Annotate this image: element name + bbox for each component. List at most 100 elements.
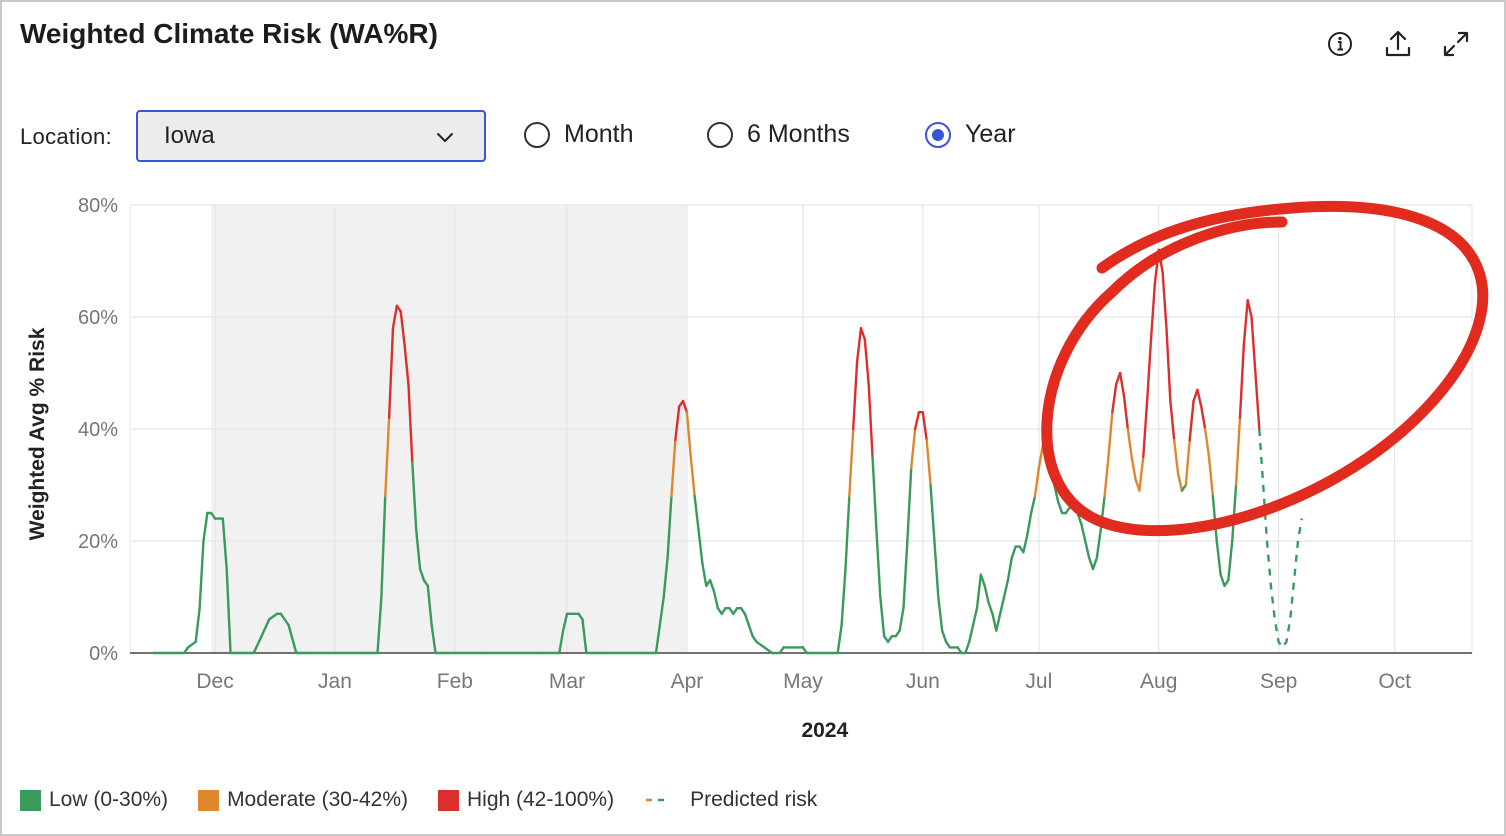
risk-line-segment — [1091, 556, 1099, 571]
risk-line-segment — [391, 304, 399, 330]
risk-line-segment — [693, 495, 700, 531]
info-button[interactable] — [1322, 26, 1358, 62]
x-tick-label: Jun — [906, 670, 940, 693]
risk-line-segment — [1254, 371, 1261, 431]
y-tick-label: 0% — [89, 643, 118, 665]
annotation-circle — [1041, 201, 1489, 537]
x-tick-label: Jan — [318, 670, 352, 693]
risk-line-segment — [906, 467, 913, 543]
risk-line-segment — [863, 338, 870, 386]
period-radio-6months[interactable]: 6 Months — [707, 120, 850, 149]
risk-line-segment — [983, 584, 990, 604]
risk-line-segment — [1203, 427, 1211, 459]
risk-line-segment — [1200, 405, 1207, 431]
risk-line-segment — [1126, 427, 1133, 459]
risk-line-segment — [685, 410, 692, 459]
risk-line-segment — [1234, 416, 1242, 487]
expand-button[interactable] — [1438, 26, 1474, 62]
risk-line-segment — [376, 595, 383, 655]
risk-line-segment — [387, 326, 395, 420]
risk-line-segment — [1231, 483, 1238, 543]
risk-line-segment — [221, 517, 228, 571]
risk-line-segment — [225, 567, 232, 655]
risk-line-segment — [279, 612, 290, 627]
y-tick-label: 20% — [78, 531, 118, 553]
risk-line-segment — [929, 483, 936, 543]
radio-circle[interactable] — [524, 121, 550, 148]
risk-line-segment — [1176, 472, 1184, 492]
risk-line-segment — [407, 382, 414, 464]
risk-line-segment — [1145, 338, 1153, 403]
chevron-down-icon — [437, 133, 453, 142]
risk-line-segment — [937, 595, 944, 632]
risk-line-segment — [987, 601, 994, 615]
risk-line-segment — [1103, 455, 1110, 498]
risk-line-segment — [1169, 399, 1176, 442]
share-button[interactable] — [1380, 26, 1416, 62]
risk-line-segment — [1138, 455, 1145, 492]
risk-line-segment — [1188, 399, 1195, 442]
period-radio-month[interactable]: Month — [524, 120, 633, 149]
legend-item-moderate[interactable]: Moderate (30-42%) — [198, 788, 408, 812]
risk-line-segment — [194, 607, 201, 643]
risk-line-segment — [1173, 439, 1180, 475]
risk-line-segment — [925, 439, 932, 487]
risk-line-segment — [654, 623, 662, 655]
risk-line-segment — [1056, 500, 1064, 515]
location-value: Iowa — [164, 122, 215, 149]
radio-circle-selected[interactable] — [925, 121, 951, 148]
risk-line-segment — [1250, 315, 1257, 375]
risk-line-segment — [964, 640, 971, 655]
expand-icon — [1443, 31, 1469, 57]
risk-line-segment — [852, 360, 859, 431]
risk-line-segment — [1111, 382, 1118, 414]
risk-line-chart: 0% 20% 40% 60% 80% Dec Jan Feb Mar Apr May Jun Jul Au… — [26, 195, 1489, 742]
toolbar — [1322, 26, 1474, 62]
risk-line-segment — [910, 427, 917, 470]
risk-line-segment — [662, 556, 669, 599]
risk-line-segment — [968, 623, 975, 643]
risk-line-segment — [1122, 394, 1129, 431]
risk-line-segment — [1080, 523, 1087, 543]
risk-line-segment — [426, 584, 433, 627]
legend-swatch-low — [20, 789, 41, 811]
risk-line-segment — [712, 590, 720, 610]
risk-line-segment — [418, 567, 426, 582]
risk-line-segment — [561, 612, 569, 632]
radio-circle[interactable] — [707, 121, 733, 148]
risk-line-segment — [681, 399, 689, 414]
risk-line-segment — [430, 623, 437, 655]
risk-line-segment — [1196, 388, 1203, 408]
location-select[interactable]: Iowa — [136, 110, 486, 162]
risk-line-segment — [859, 326, 867, 341]
share-icon — [1385, 30, 1411, 57]
chart-title: Weighted Climate Risk (WA%R) — [20, 18, 438, 49]
risk-line-segment — [1246, 298, 1253, 319]
legend-item-predicted[interactable]: Predicted risk — [644, 788, 817, 812]
risk-line-segment — [1242, 298, 1249, 347]
x-axis-title: 2024 — [801, 719, 848, 742]
risk-line-segment — [260, 618, 271, 638]
legend-item-high[interactable]: High (42-100%) — [437, 788, 614, 812]
period-label-month: Month — [564, 120, 634, 148]
risk-line-segment — [268, 612, 279, 621]
y-tick-label: 60% — [78, 307, 118, 329]
risk-line-segment — [902, 539, 909, 610]
risk-line-segment — [1037, 444, 1044, 470]
risk-line-segment — [871, 455, 878, 531]
risk-line-segment — [399, 310, 406, 347]
y-tick-label: 40% — [78, 419, 118, 441]
period-radio-year[interactable]: Year — [925, 120, 1016, 149]
risk-line-segment — [1130, 455, 1137, 481]
risk-line-segment — [658, 595, 665, 627]
risk-line-segment — [840, 567, 847, 627]
risk-line-segment — [403, 343, 410, 386]
risk-line-segment — [1165, 326, 1172, 403]
risk-line-segment — [1215, 539, 1222, 576]
risk-line-segment — [670, 439, 677, 498]
risk-line-segment — [991, 612, 998, 632]
y-axis-title: Weighted Avg % Risk — [26, 327, 49, 540]
risk-line-segment — [674, 405, 681, 442]
legend-item-low[interactable]: Low (0-30%) — [20, 788, 168, 812]
risk-line-segment — [1087, 556, 1095, 571]
